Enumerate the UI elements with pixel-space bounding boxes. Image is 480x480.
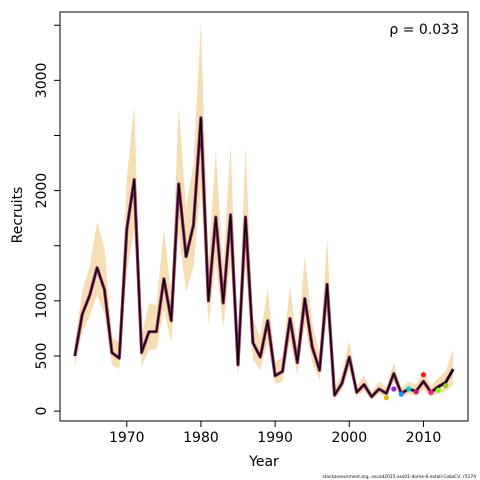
retro-terminal-point <box>391 386 397 392</box>
y-tick-label: 500 <box>34 343 50 370</box>
y-axis-title: Recruits <box>10 187 26 244</box>
retro-terminal-point <box>428 389 434 395</box>
plot-frame <box>59 11 469 422</box>
y-tick-label: 1000 <box>34 283 50 319</box>
footer-note: stockassessment.org, nscod2015-ass01-dom… <box>322 474 476 480</box>
y-tick-label: 2000 <box>34 173 50 209</box>
plot-area <box>73 21 455 401</box>
retro-terminal-point <box>420 372 427 378</box>
retro-terminal-point <box>443 383 449 389</box>
x-axis-title: Year <box>248 454 279 470</box>
retro-terminal-point <box>383 395 389 401</box>
y-tick-label: 3000 <box>34 63 50 99</box>
retro-terminal-point <box>398 391 404 397</box>
retro-terminal-point <box>435 387 441 393</box>
y-tick-label: 0 <box>34 407 50 416</box>
x-tick-label: 2000 <box>331 430 367 446</box>
recent-estimate-line <box>430 368 455 394</box>
retro-terminal-point <box>406 386 412 392</box>
recruitment-estimate-line <box>74 117 454 398</box>
x-tick-label: 2010 <box>406 430 442 446</box>
x-tick-label: 1990 <box>257 430 293 446</box>
rho-annotation: ρ = 0.033 <box>389 22 459 38</box>
x-tick-label: 1970 <box>109 430 145 446</box>
retro-terminal-point <box>413 389 419 395</box>
x-tick-label: 1980 <box>183 430 219 446</box>
axes: 1970 1980 1990 2000 2010 0 500 1000 2000 3000 <box>34 11 469 446</box>
